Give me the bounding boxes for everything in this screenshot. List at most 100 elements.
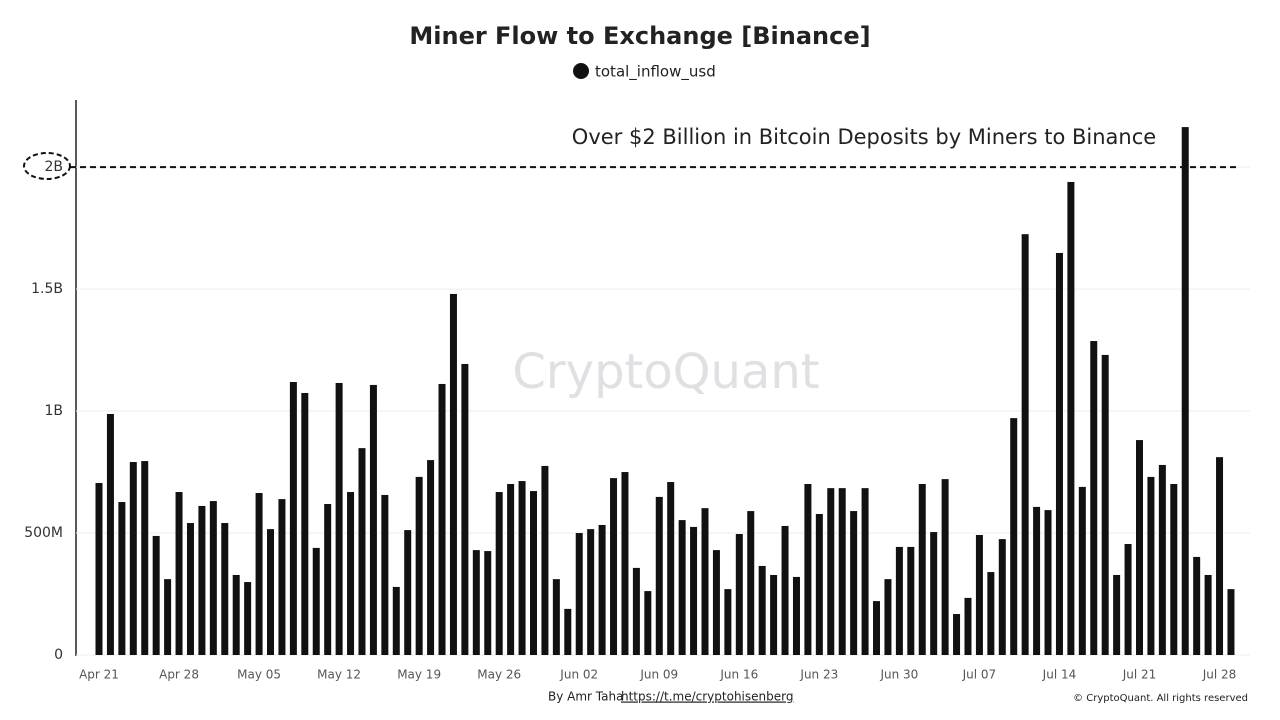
bar [232,574,240,655]
bar [998,539,1006,655]
bar [964,597,972,655]
bar [758,565,766,655]
bar [529,491,537,655]
bar [861,488,869,655]
bar [324,503,332,655]
bar [953,614,961,655]
bar [610,478,618,655]
bar [1113,574,1121,655]
bar [587,529,595,655]
bar [347,492,355,655]
bar [461,363,469,655]
bar [701,508,709,655]
y-tick-label: 1.5B [31,281,63,297]
bar [632,567,640,655]
bar [781,525,789,655]
bar [209,501,217,655]
x-tick-label: Apr 28 [159,668,199,682]
bar [186,523,194,655]
bar [884,579,892,655]
bar [152,535,160,655]
bar [1204,574,1212,655]
bar [438,383,446,655]
bar [518,481,526,655]
bar [1135,440,1143,655]
copyright: © CryptoQuant. All rights reserved [1073,693,1248,704]
legend-marker [573,63,589,79]
bar [678,520,686,655]
bar [1021,234,1029,655]
bar [106,413,114,655]
bar [198,505,206,655]
bar [1010,418,1018,655]
bar [335,382,343,655]
bar [1227,589,1235,655]
bar [392,586,400,655]
bar [541,465,549,655]
bar [850,511,858,655]
x-tick-label: Jul 07 [962,668,997,682]
x-tick-label: Jul 14 [1042,668,1077,682]
bar [815,513,823,655]
x-tick-label: Apr 21 [79,668,119,682]
x-tick-label: Jun 23 [799,668,838,682]
x-tick-label: Jun 02 [559,668,598,682]
bar [312,547,320,655]
bar [95,483,103,655]
bar [221,523,229,655]
bar [484,551,492,655]
bar [175,492,183,655]
bar [644,591,652,655]
bar [255,493,263,655]
bar [724,589,732,655]
x-tick-label: May 12 [317,668,361,682]
bar [507,483,515,655]
bar [358,448,366,655]
bar [621,472,629,655]
bar [770,574,778,655]
bar [1101,354,1109,655]
footer-link[interactable]: https://t.me/cryptohisenberg [621,690,793,704]
bar [449,293,457,655]
bar [381,494,389,655]
bar [278,499,286,655]
bar [1055,252,1063,655]
legend-label: total_inflow_usd [595,63,716,82]
bar [267,529,275,655]
bar [141,461,149,655]
bar [712,550,720,655]
bar [1124,544,1132,655]
footer-author: By Amr Taha [548,690,623,704]
bar [1033,506,1041,655]
bar [827,488,835,655]
bar [564,608,572,655]
bar [667,482,675,655]
y-tick-label: 500M [24,525,63,541]
x-tick-label: Jun 16 [719,668,758,682]
x-tick-label: Jul 21 [1122,668,1157,682]
bar [369,384,377,655]
y-tick-label: 1B [44,403,63,419]
x-tick-label: Jul 28 [1202,668,1237,682]
bar [918,483,926,655]
bar [1181,127,1189,656]
highlight-circle [23,152,71,180]
bar [1170,483,1178,655]
x-tick-label: May 05 [237,668,281,682]
bar [690,526,698,655]
bar [1193,556,1201,655]
bar [598,524,606,655]
bar [415,476,423,655]
annotation: Over $2 Billion in Bitcoin Deposits by M… [572,125,1156,149]
y-tick-label: 0 [54,647,63,663]
bar [1078,486,1086,655]
bar [975,534,983,655]
bar [1067,181,1075,655]
bar [404,530,412,655]
bar [987,572,995,655]
bar [1158,464,1166,655]
bar [747,511,755,655]
bar [838,488,846,655]
bar [129,462,137,655]
